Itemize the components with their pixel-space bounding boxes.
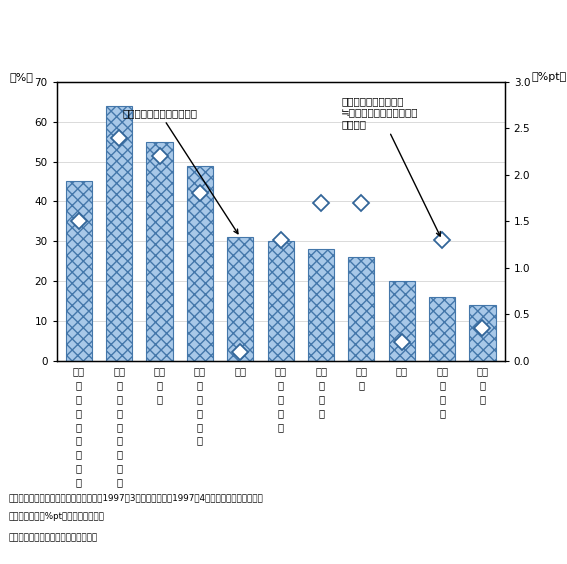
Bar	[388, 281, 415, 361]
Text: 水: 水	[439, 394, 445, 404]
Bar	[106, 105, 132, 361]
Text: 鮮: 鮮	[116, 435, 122, 446]
Text: 増税幅（２%pt）を上回る品目。: 増税幅（２%pt）を上回る品目。	[9, 512, 104, 521]
Text: ・: ・	[318, 380, 324, 390]
Text: （: （	[76, 380, 82, 390]
Text: ）: ）	[76, 477, 82, 487]
Bar	[268, 241, 294, 361]
Text: 事: 事	[197, 408, 203, 418]
Text: 総合: 総合	[73, 367, 85, 377]
Text: 家: 家	[197, 394, 203, 404]
Text: 楽: 楽	[156, 394, 163, 404]
Text: 諸雑: 諸雑	[356, 367, 367, 377]
Text: （注）増税分完全転嫁品目とは増税前（1997年3月）と増税後（1997年4月）の物価上昇率の差が: （注）増税分完全転嫁品目とは増税前（1997年3月）と増税後（1997年4月）の…	[9, 494, 264, 503]
Text: 及: 及	[278, 380, 284, 390]
Text: 食: 食	[116, 450, 122, 459]
Text: 物: 物	[278, 422, 284, 432]
Text: 品: 品	[76, 463, 82, 473]
Text: 品: 品	[197, 435, 203, 446]
Text: 医: 医	[480, 380, 485, 390]
Text: 教養: 教養	[154, 367, 166, 377]
Text: 鮮: 鮮	[76, 435, 82, 446]
Bar	[187, 166, 213, 361]
Text: 除: 除	[116, 394, 122, 404]
Text: 用: 用	[197, 422, 203, 432]
Text: び: び	[278, 394, 284, 404]
Y-axis label: （%pt）: （%pt）	[532, 72, 567, 82]
Text: （: （	[116, 380, 122, 390]
Text: 品: 品	[116, 463, 122, 473]
Y-axis label: （%）: （%）	[9, 72, 33, 82]
Text: （出所）総務省統計より大和総研作成: （出所）総務省統計より大和総研作成	[9, 533, 98, 542]
Text: 通: 通	[318, 394, 324, 404]
Text: 信: 信	[318, 408, 324, 418]
Text: く: く	[116, 408, 122, 418]
Text: 生: 生	[76, 422, 82, 432]
Text: 娯: 娯	[156, 380, 163, 390]
Text: 履: 履	[278, 408, 284, 418]
Bar	[429, 297, 455, 361]
Text: ・: ・	[197, 380, 203, 390]
Text: 住居: 住居	[234, 367, 246, 377]
Text: 療: 療	[480, 394, 485, 404]
Text: ）: ）	[116, 477, 122, 487]
Text: 保健: 保健	[476, 367, 488, 377]
Text: 費: 費	[358, 380, 365, 390]
Text: 生: 生	[116, 422, 122, 432]
Text: 除: 除	[76, 394, 82, 404]
Text: く: く	[76, 408, 82, 418]
Bar	[348, 257, 374, 361]
Text: 食: 食	[76, 450, 82, 459]
Bar	[146, 142, 173, 361]
Text: 教育: 教育	[396, 367, 408, 377]
Text: 増税分完全転嫁品目の割合: 増税分完全転嫁品目の割合	[122, 108, 238, 233]
Text: 家具: 家具	[194, 367, 206, 377]
Bar	[469, 305, 496, 361]
Text: ・: ・	[439, 380, 445, 390]
Text: 増税前後の変化率の差
≒増税による物価の押上げ
（右軸）: 増税前後の変化率の差 ≒増税による物価の押上げ （右軸）	[341, 96, 440, 236]
Text: 前回増税時における消費増税の消費者物価への価格転嫁状況: 前回増税時における消費増税の消費者物価への価格転嫁状況	[9, 15, 211, 28]
Text: 被服: 被服	[274, 367, 287, 377]
Text: 道: 道	[439, 408, 445, 418]
Text: 食料: 食料	[113, 367, 125, 377]
Bar	[227, 237, 253, 361]
Text: 交通: 交通	[315, 367, 327, 377]
Bar	[66, 182, 92, 361]
Text: 光熱: 光熱	[436, 367, 448, 377]
Bar	[308, 249, 334, 361]
